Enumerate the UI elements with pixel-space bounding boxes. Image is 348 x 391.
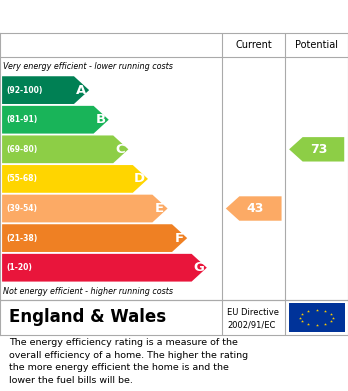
Text: (39-54): (39-54) (6, 204, 37, 213)
Text: A: A (76, 84, 86, 97)
Polygon shape (2, 195, 168, 222)
Text: Very energy efficient - lower running costs: Very energy efficient - lower running co… (3, 62, 173, 71)
Text: EU Directive: EU Directive (227, 308, 279, 317)
Polygon shape (2, 224, 187, 252)
Text: B: B (95, 113, 105, 126)
Text: D: D (134, 172, 145, 185)
Text: Current: Current (235, 40, 272, 50)
Text: (92-100): (92-100) (6, 86, 43, 95)
Text: 2002/91/EC: 2002/91/EC (227, 320, 276, 329)
Text: G: G (193, 261, 204, 274)
Text: E: E (155, 202, 164, 215)
Text: (69-80): (69-80) (6, 145, 38, 154)
Polygon shape (2, 76, 89, 104)
Text: 73: 73 (310, 143, 327, 156)
Text: (55-68): (55-68) (6, 174, 37, 183)
Polygon shape (289, 137, 344, 161)
Text: Not energy efficient - higher running costs: Not energy efficient - higher running co… (3, 287, 174, 296)
Polygon shape (2, 254, 207, 282)
Text: (21-38): (21-38) (6, 233, 38, 242)
Text: F: F (174, 231, 183, 245)
Text: (1-20): (1-20) (6, 263, 32, 272)
Bar (289, 303, 345, 332)
Polygon shape (226, 196, 282, 221)
Text: England & Wales: England & Wales (9, 308, 166, 326)
Text: Potential: Potential (295, 40, 338, 50)
Text: C: C (115, 143, 125, 156)
Text: The energy efficiency rating is a measure of the
overall efficiency of a home. T: The energy efficiency rating is a measur… (9, 338, 248, 386)
Text: (81-91): (81-91) (6, 115, 38, 124)
Polygon shape (2, 165, 148, 193)
Polygon shape (2, 106, 109, 134)
Text: 43: 43 (247, 202, 264, 215)
Polygon shape (2, 135, 128, 163)
Text: Energy Efficiency Rating: Energy Efficiency Rating (9, 10, 211, 25)
